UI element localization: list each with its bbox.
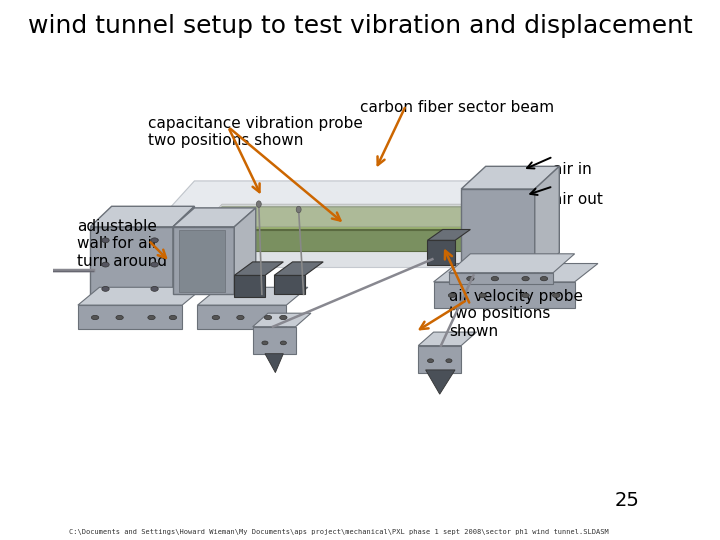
Ellipse shape: [116, 315, 123, 320]
Polygon shape: [253, 327, 296, 354]
Text: air out: air out: [553, 192, 603, 207]
Ellipse shape: [479, 293, 486, 298]
Ellipse shape: [540, 276, 548, 281]
Ellipse shape: [264, 315, 271, 320]
FancyArrowPatch shape: [527, 158, 551, 168]
Polygon shape: [274, 275, 305, 294]
Polygon shape: [197, 305, 287, 329]
FancyArrowPatch shape: [420, 301, 465, 329]
Text: wind tunnel setup to test vibration and displacement: wind tunnel setup to test vibration and …: [27, 14, 693, 37]
Polygon shape: [90, 206, 194, 227]
Polygon shape: [253, 313, 311, 327]
Ellipse shape: [91, 315, 99, 320]
Ellipse shape: [491, 276, 498, 281]
Text: adjustable
wall for air
turn around: adjustable wall for air turn around: [76, 219, 166, 268]
Ellipse shape: [237, 315, 244, 320]
Text: capacitance vibration probe
two positions shown: capacitance vibration probe two position…: [148, 116, 364, 148]
Ellipse shape: [279, 315, 287, 320]
Text: C:\Documents and Settings\Howard Wieman\My Documents\aps project\mechanical\PXL : C:\Documents and Settings\Howard Wieman\…: [68, 529, 608, 535]
Polygon shape: [495, 207, 516, 251]
FancyArrowPatch shape: [150, 242, 166, 258]
Polygon shape: [462, 189, 535, 275]
Polygon shape: [418, 332, 477, 346]
Polygon shape: [507, 181, 531, 267]
Polygon shape: [433, 264, 598, 282]
Ellipse shape: [151, 238, 158, 242]
Ellipse shape: [151, 262, 158, 267]
Ellipse shape: [169, 315, 176, 320]
Ellipse shape: [151, 286, 158, 292]
Polygon shape: [170, 181, 531, 208]
Ellipse shape: [148, 315, 156, 320]
Polygon shape: [535, 166, 559, 275]
Polygon shape: [173, 208, 256, 227]
Text: air in: air in: [553, 162, 592, 177]
Polygon shape: [179, 230, 225, 292]
Ellipse shape: [280, 341, 287, 345]
Polygon shape: [433, 282, 575, 308]
Polygon shape: [426, 370, 455, 394]
FancyArrowPatch shape: [230, 130, 260, 192]
Ellipse shape: [552, 293, 560, 298]
Ellipse shape: [449, 293, 456, 298]
Text: air velocity probe
two positions
shown: air velocity probe two positions shown: [449, 289, 583, 339]
Ellipse shape: [522, 276, 529, 281]
Ellipse shape: [467, 276, 474, 281]
Polygon shape: [201, 207, 516, 229]
Polygon shape: [78, 287, 204, 305]
Polygon shape: [462, 166, 559, 189]
FancyArrowPatch shape: [377, 108, 405, 165]
Polygon shape: [173, 227, 234, 294]
Polygon shape: [418, 346, 462, 373]
FancyArrowPatch shape: [445, 251, 469, 302]
Polygon shape: [201, 204, 516, 227]
Polygon shape: [90, 227, 173, 308]
Polygon shape: [201, 230, 495, 251]
Polygon shape: [449, 254, 575, 273]
Ellipse shape: [522, 293, 529, 298]
Ellipse shape: [212, 315, 220, 320]
Polygon shape: [428, 240, 455, 265]
Text: carbon fiber sector beam: carbon fiber sector beam: [360, 100, 554, 115]
Polygon shape: [449, 273, 553, 284]
Ellipse shape: [428, 359, 433, 363]
FancyArrowPatch shape: [530, 187, 551, 195]
Polygon shape: [197, 287, 308, 305]
Polygon shape: [234, 275, 265, 297]
Ellipse shape: [102, 286, 109, 292]
Ellipse shape: [256, 201, 261, 207]
Polygon shape: [265, 354, 284, 373]
Polygon shape: [78, 305, 182, 329]
Ellipse shape: [102, 238, 109, 242]
Polygon shape: [274, 262, 323, 275]
Ellipse shape: [446, 359, 452, 363]
Polygon shape: [234, 208, 256, 294]
Polygon shape: [234, 262, 284, 275]
Polygon shape: [428, 230, 470, 240]
Polygon shape: [173, 206, 194, 308]
Text: 25: 25: [614, 491, 639, 510]
Polygon shape: [170, 208, 507, 267]
Ellipse shape: [262, 341, 268, 345]
Ellipse shape: [102, 262, 109, 267]
Ellipse shape: [296, 206, 301, 213]
FancyArrowPatch shape: [230, 129, 341, 220]
